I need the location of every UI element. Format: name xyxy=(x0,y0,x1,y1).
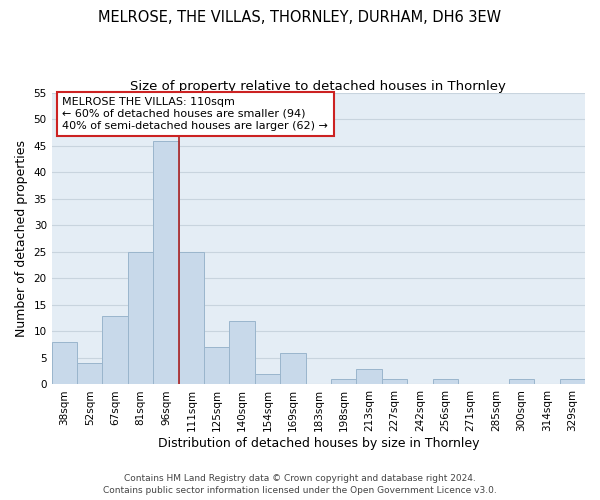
Bar xyxy=(77,364,103,384)
Bar xyxy=(128,252,153,384)
Text: MELROSE, THE VILLAS, THORNLEY, DURHAM, DH6 3EW: MELROSE, THE VILLAS, THORNLEY, DURHAM, D… xyxy=(98,10,502,25)
Bar xyxy=(179,252,204,384)
X-axis label: Distribution of detached houses by size in Thornley: Distribution of detached houses by size … xyxy=(158,437,479,450)
Bar xyxy=(204,348,229,385)
Bar xyxy=(560,379,585,384)
Text: MELROSE THE VILLAS: 110sqm
← 60% of detached houses are smaller (94)
40% of semi: MELROSE THE VILLAS: 110sqm ← 60% of deta… xyxy=(62,98,328,130)
Bar xyxy=(433,379,458,384)
Bar xyxy=(280,352,305,384)
Bar xyxy=(52,342,77,384)
Y-axis label: Number of detached properties: Number of detached properties xyxy=(15,140,28,337)
Bar xyxy=(382,379,407,384)
Bar xyxy=(255,374,280,384)
Bar xyxy=(356,368,382,384)
Bar xyxy=(509,379,534,384)
Bar xyxy=(331,379,356,384)
Bar xyxy=(229,321,255,384)
Bar xyxy=(103,316,128,384)
Text: Contains HM Land Registry data © Crown copyright and database right 2024.
Contai: Contains HM Land Registry data © Crown c… xyxy=(103,474,497,495)
Bar xyxy=(153,140,179,384)
Title: Size of property relative to detached houses in Thornley: Size of property relative to detached ho… xyxy=(130,80,506,93)
